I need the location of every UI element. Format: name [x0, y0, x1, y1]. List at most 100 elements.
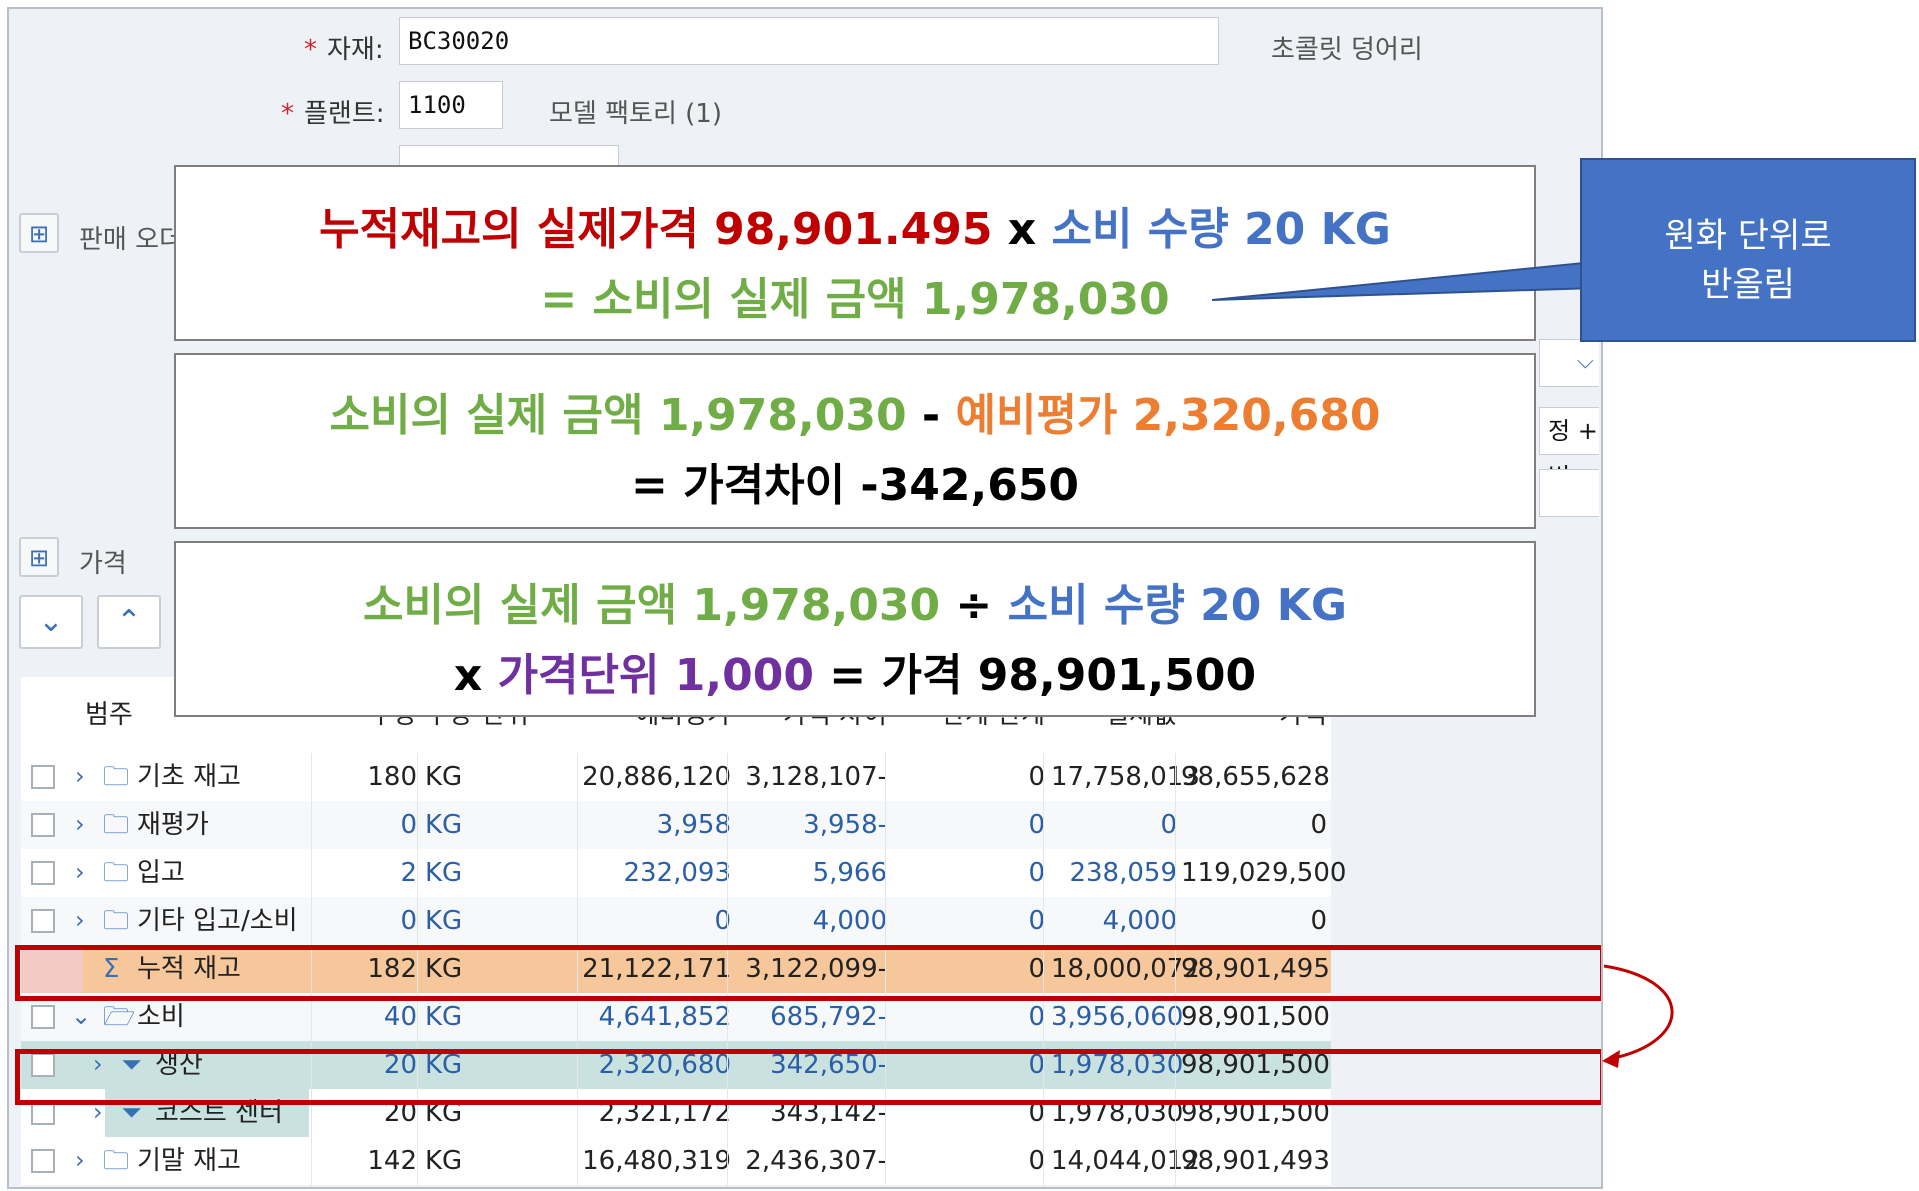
row-checkbox[interactable] [31, 813, 55, 837]
cell-qty: 142 [367, 1146, 417, 1176]
value-type-field[interactable]: 정 + 변 [1539, 407, 1599, 491]
table-row[interactable]: › 🗀 기말 재고 142 KG 16,480,319 2,436,307- 0 14,044,… [21, 1137, 1331, 1185]
formula3-multiply: x [453, 650, 498, 701]
table-row[interactable]: Σ 누적 재고 182 KG 21,122,171 3,122,099- 0 18,000,0… [21, 945, 1331, 993]
row-checkbox[interactable] [31, 1149, 55, 1173]
chevron-right-icon[interactable]: › [93, 1050, 103, 1078]
formula1-result: = 소비의 실제 금액 1,978,030 [540, 274, 1170, 325]
formula2-actual-amount: 소비의 실제 금액 1,978,030 [329, 390, 907, 441]
formula-box-price: 소비의 실제 금액 1,978,030 ÷ 소비 수량 20 KG x 가격단위… [174, 541, 1536, 717]
cell-actual: 17,758,013 [1051, 762, 1200, 792]
material-label: * 자재: [304, 35, 384, 65]
formula1-consumption-qty: 소비 수량 20 KG [1051, 204, 1391, 255]
formula3-result: = 가격 98,901,500 [813, 650, 1257, 701]
row-checkbox[interactable] [31, 909, 55, 933]
formula-box-price-difference: 소비의 실제 금액 1,978,030 - 예비평가 2,320,680 = 가… [174, 353, 1536, 529]
cell-diff: 3,128,107- [745, 762, 887, 792]
formula2-result: = 가격차이 -342,650 [630, 460, 1080, 511]
row-checkbox[interactable] [31, 861, 55, 885]
cell-prelim: 20,886,120 [582, 762, 731, 792]
chevron-right-icon[interactable]: › [75, 810, 85, 838]
cell-qty: 182 [367, 954, 417, 984]
cell-marginal: 0 [1028, 954, 1045, 984]
cell-marginal: 0 [1028, 762, 1045, 792]
cell-category: 기초 재고 [137, 762, 241, 792]
expand-sales-order-icon[interactable]: ⊞ [19, 213, 59, 253]
chevron-right-icon[interactable]: › [75, 1146, 85, 1174]
callout-pointer [1211, 260, 1595, 301]
plant-description: 모델 팩토리 (1) [549, 99, 722, 129]
cell-diff: 4,000 [812, 906, 887, 936]
plant-label: * 플랜트: [281, 99, 385, 129]
table-row[interactable]: › 🗀 기타 입고/소비 0 KG 0 4,000 0 4,000 0 [21, 897, 1331, 945]
callout-line1: 원화 단위로 [1664, 216, 1832, 256]
cell-marginal: 0 [1028, 906, 1045, 936]
formula3-divide: ÷ [940, 580, 1008, 631]
cell-diff: 5,966 [812, 858, 887, 888]
table-row[interactable]: › 🗀 재평가 0 KG 3,958 3,958- 0 0 0 [21, 801, 1331, 849]
chevron-right-icon[interactable]: › [93, 1098, 103, 1126]
table-row[interactable]: › 🗀 기초 재고 180 KG 20,886,120 3,128,107- 0 17,758,… [21, 753, 1331, 801]
cell-qty: 20 [383, 1050, 417, 1080]
dropdown-field[interactable] [1539, 339, 1599, 387]
cell-price: 98,901,495 [1181, 954, 1330, 984]
cell-marginal: 0 [1028, 1146, 1045, 1176]
cell-diff: 2,436,307- [745, 1146, 887, 1176]
material-input[interactable]: BC30020 [399, 17, 1219, 65]
folder-icon: 🗀 [103, 906, 130, 936]
cell-diff: 342,650- [770, 1050, 887, 1080]
cell-price: 98,901,500 [1181, 1050, 1330, 1080]
row-checkbox[interactable] [31, 1005, 55, 1029]
cell-actual: 14,044,012 [1051, 1146, 1200, 1176]
cell-category: 생산 [155, 1050, 203, 1080]
folder-open-icon: 🗁 [103, 1002, 136, 1032]
cell-prelim: 21,122,171 [582, 954, 731, 984]
chevron-right-icon[interactable]: › [75, 906, 85, 934]
expand-price-icon[interactable]: ⊞ [19, 537, 59, 577]
chevron-down-icon[interactable]: ⌵ [1577, 349, 1594, 374]
cell-prelim: 232,093 [623, 858, 731, 888]
cell-actual: 0 [1160, 810, 1177, 840]
cell-qty: 2 [400, 858, 417, 888]
cell-unit: KG [425, 810, 463, 840]
cell-unit: KG [425, 1050, 463, 1080]
row-checkbox[interactable] [31, 1053, 55, 1077]
folder-icon: 🗀 [103, 1146, 130, 1176]
chevron-down-icon[interactable]: ⌄ [71, 1002, 92, 1030]
row-checkbox[interactable] [31, 765, 55, 789]
curved-arrow-icon [1602, 964, 1674, 1068]
cell-category: 기말 재고 [137, 1146, 241, 1176]
cell-prelim: 2,320,680 [598, 1050, 731, 1080]
cell-prelim: 3,958 [656, 810, 731, 840]
formula3-actual-amount: 소비의 실제 금액 1,978,030 [363, 580, 941, 631]
chevron-right-icon[interactable]: › [75, 858, 85, 886]
cell-category: 기타 입고/소비 [137, 906, 298, 936]
cell-category: 소비 [137, 1002, 185, 1032]
cell-diff: 3,122,099- [745, 954, 887, 984]
cell-category: 누적 재고 [137, 954, 241, 984]
cell-diff: 3,958- [803, 810, 887, 840]
double-chevron-down-icon: ⌄ [38, 604, 64, 639]
cell-price: 0 [1310, 906, 1327, 936]
material-description: 초콜릿 덩어리 [1271, 35, 1423, 65]
cell-category: 재평가 [137, 810, 209, 840]
cell-marginal: 0 [1028, 810, 1045, 840]
cell-qty: 40 [383, 1002, 417, 1032]
plant-input[interactable]: 1100 [399, 81, 503, 129]
cell-marginal: 0 [1028, 858, 1045, 888]
table-row[interactable]: › ⏷ 생산 20 KG 2,320,680 342,650- 0 1,978,030 98,90… [21, 1041, 1331, 1089]
cell-qty: 0 [400, 906, 417, 936]
section-price: 가격 [79, 549, 127, 579]
cell-actual: 238,059 [1069, 858, 1177, 888]
chevron-right-icon[interactable]: › [75, 762, 85, 790]
section-sales-order: 판매 오더 [79, 225, 183, 255]
cell-unit: KG [425, 954, 463, 984]
table-row[interactable]: › 🗀 입고 2 KG 232,093 5,966 0 238,059 119,029,500 [21, 849, 1346, 897]
col-category[interactable]: 범주 [85, 700, 133, 730]
collapse-all-button[interactable]: ⌃ [97, 595, 161, 649]
extra-field[interactable] [1539, 469, 1599, 517]
row-select-bg [21, 945, 83, 993]
cell-qty: 0 [400, 810, 417, 840]
table-row[interactable]: ⌄ 🗁 소비 40 KG 4,641,852 685,792- 0 3,956,060 98,90… [21, 993, 1331, 1041]
expand-all-button[interactable]: ⌄ [19, 595, 83, 649]
